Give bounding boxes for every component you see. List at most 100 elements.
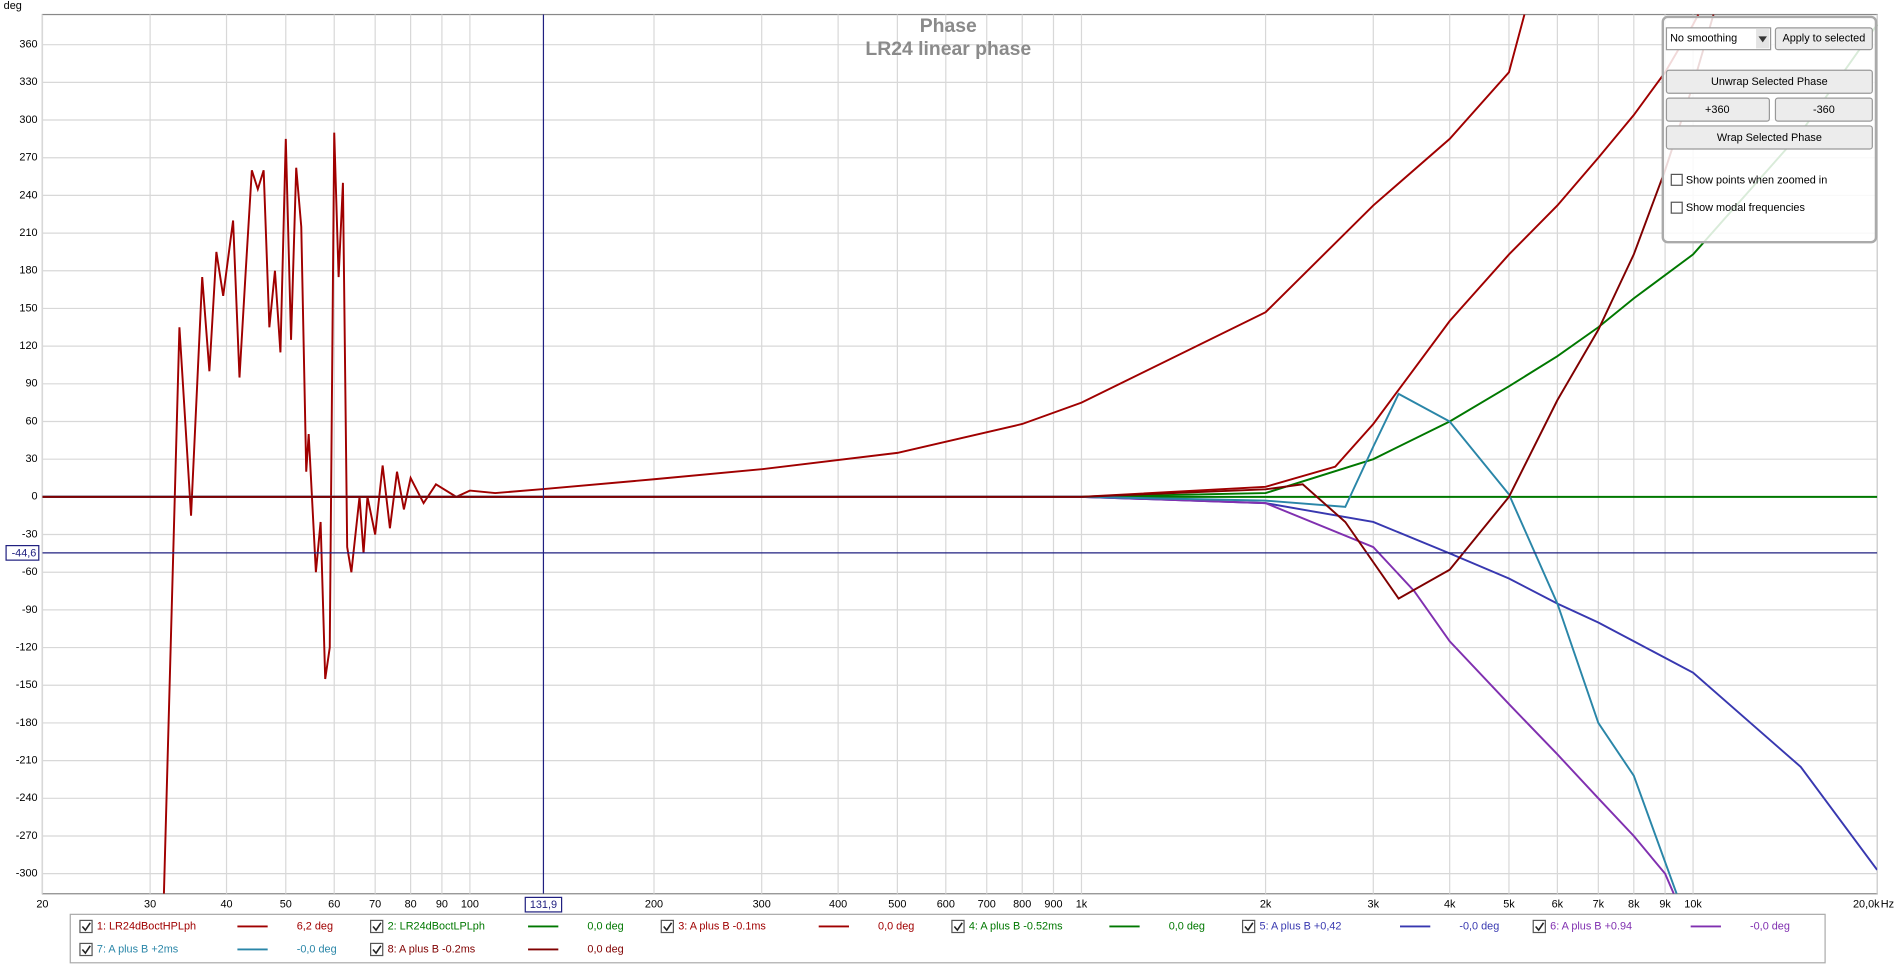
y-tick-label: 240	[19, 189, 37, 201]
series-line	[162, 14, 1526, 894]
y-tick-label: 120	[19, 340, 37, 352]
legend-name: 7: A plus B +2ms	[97, 943, 179, 955]
y-tick-label: 90	[25, 378, 37, 390]
control-panel: No smoothing Apply to selected Unwrap Se…	[1661, 15, 1878, 244]
x-tick-label: 400	[829, 899, 847, 911]
x-tick-label: 50	[280, 899, 292, 911]
y-tick-label: 330	[19, 76, 37, 88]
legend-name: 2: LR24dBoctLPLph	[388, 920, 485, 932]
y-tick-label: -270	[16, 830, 38, 842]
legend-readout: 6,2 deg	[297, 920, 333, 932]
x-tick-label: 60	[328, 899, 340, 911]
y-tick-label: 30	[25, 453, 37, 465]
y-tick-label: -120	[16, 641, 38, 653]
legend-checkbox[interactable]	[660, 919, 674, 934]
x-tick-label: 500	[888, 899, 906, 911]
x-tick-label: 100	[461, 899, 479, 911]
y-tick-label: 210	[19, 227, 37, 239]
y-tick-label: 270	[19, 152, 37, 164]
legend-readout: 0,0 deg	[878, 920, 914, 932]
series-line	[42, 14, 1715, 600]
legend-readout: 0,0 deg	[1169, 920, 1205, 932]
x-tick-label: 900	[1044, 899, 1062, 911]
y-tick-label: -60	[22, 566, 38, 578]
checkmark	[663, 922, 673, 932]
legend-readout: -0,0 deg	[1750, 920, 1790, 932]
y-tick-label: 300	[19, 114, 37, 126]
plus360-button[interactable]	[1665, 97, 1770, 122]
checkbox[interactable]	[1670, 201, 1683, 214]
y-tick-label: -90	[22, 604, 38, 616]
x-tick-label: 4k	[1444, 899, 1456, 911]
x-tick-label: 200	[645, 899, 663, 911]
x-tick-label: 20	[36, 899, 48, 911]
x-tick-label: 30	[144, 899, 156, 911]
legend-checkbox[interactable]	[1532, 919, 1546, 934]
cursor-y-label: -44,6	[12, 547, 37, 559]
button-label: Wrap Selected Phase	[1717, 132, 1822, 144]
checkmark	[1535, 922, 1545, 932]
checkmark	[81, 945, 91, 955]
minus360-button[interactable]	[1774, 97, 1873, 122]
y-tick-label: -180	[16, 717, 38, 729]
y-tick-label: 60	[25, 415, 37, 427]
checkmark	[372, 945, 382, 955]
y-tick-label: 180	[19, 265, 37, 277]
legend-checkbox[interactable]	[79, 942, 93, 957]
x-tick-label: 5k	[1503, 899, 1515, 911]
legend-name: 5: A plus B +0,42	[1260, 920, 1342, 932]
y-tick-label: -210	[16, 754, 38, 766]
chart-title: Phase	[920, 15, 977, 37]
y-tick-label: 360	[19, 39, 37, 51]
unwrap-button[interactable]	[1665, 69, 1873, 94]
legend-checkbox[interactable]	[1241, 919, 1256, 934]
legend-name: 4: A plus B -0.52ms	[969, 920, 1063, 932]
wrap-button[interactable]	[1665, 125, 1873, 150]
x-tick-label: 9k	[1659, 899, 1671, 911]
legend-name: 8: A plus B -0.2ms	[388, 943, 476, 955]
cursor-x-box	[524, 896, 563, 913]
y-tick-label: -30	[22, 528, 38, 540]
button-label: +360	[1705, 104, 1730, 116]
x-tick-label: 40	[220, 899, 232, 911]
y-tick-label: -150	[16, 679, 38, 691]
checkmark	[81, 922, 91, 932]
dropdown-text: No smoothing	[1670, 33, 1737, 45]
legend-checkbox[interactable]	[370, 919, 384, 934]
legend-readout: -0,0 deg	[1459, 920, 1499, 932]
apply-button[interactable]	[1774, 27, 1873, 51]
legend-readout: 0,0 deg	[587, 943, 623, 955]
legend-name: 6: A plus B +0.94	[1550, 920, 1632, 932]
y-tick-label: 150	[19, 302, 37, 314]
legend-checkbox[interactable]	[79, 919, 93, 934]
y-tick-label: -240	[16, 792, 38, 804]
series-line	[42, 495, 1675, 894]
x-tick-label: 10k	[1684, 899, 1702, 911]
legend-checkbox[interactable]	[951, 919, 965, 934]
x-tick-label: 7k	[1593, 899, 1605, 911]
x-tick-label: 300	[753, 899, 771, 911]
legend-checkbox[interactable]	[370, 942, 384, 957]
x-tick-label: 70	[369, 899, 381, 911]
checkbox[interactable]	[1670, 173, 1683, 186]
plot-area	[41, 13, 1878, 895]
smoothing-dropdown[interactable]	[1665, 27, 1772, 51]
y-unit: deg	[4, 0, 22, 12]
chart-subtitle: LR24 linear phase	[865, 38, 1031, 60]
x-tick-label: 90	[436, 899, 448, 911]
x-tick-label: 600	[937, 899, 955, 911]
dropdown-arrow-icon	[1758, 36, 1767, 43]
legend-name: 3: A plus B -0.1ms	[678, 920, 766, 932]
cursor-x-label: 131,9	[530, 899, 557, 911]
legend-readout: 0,0 deg	[587, 920, 623, 932]
legend-readout: -0,0 deg	[297, 943, 337, 955]
checkmark	[372, 922, 382, 932]
checkbox-label: Show modal frequencies	[1686, 202, 1806, 214]
button-label: Unwrap Selected Phase	[1711, 76, 1828, 88]
y-tick-label: -300	[16, 868, 38, 880]
x-tick-label: 2k	[1260, 899, 1272, 911]
checkmark	[953, 922, 963, 932]
x-tick-label: 800	[1013, 899, 1031, 911]
